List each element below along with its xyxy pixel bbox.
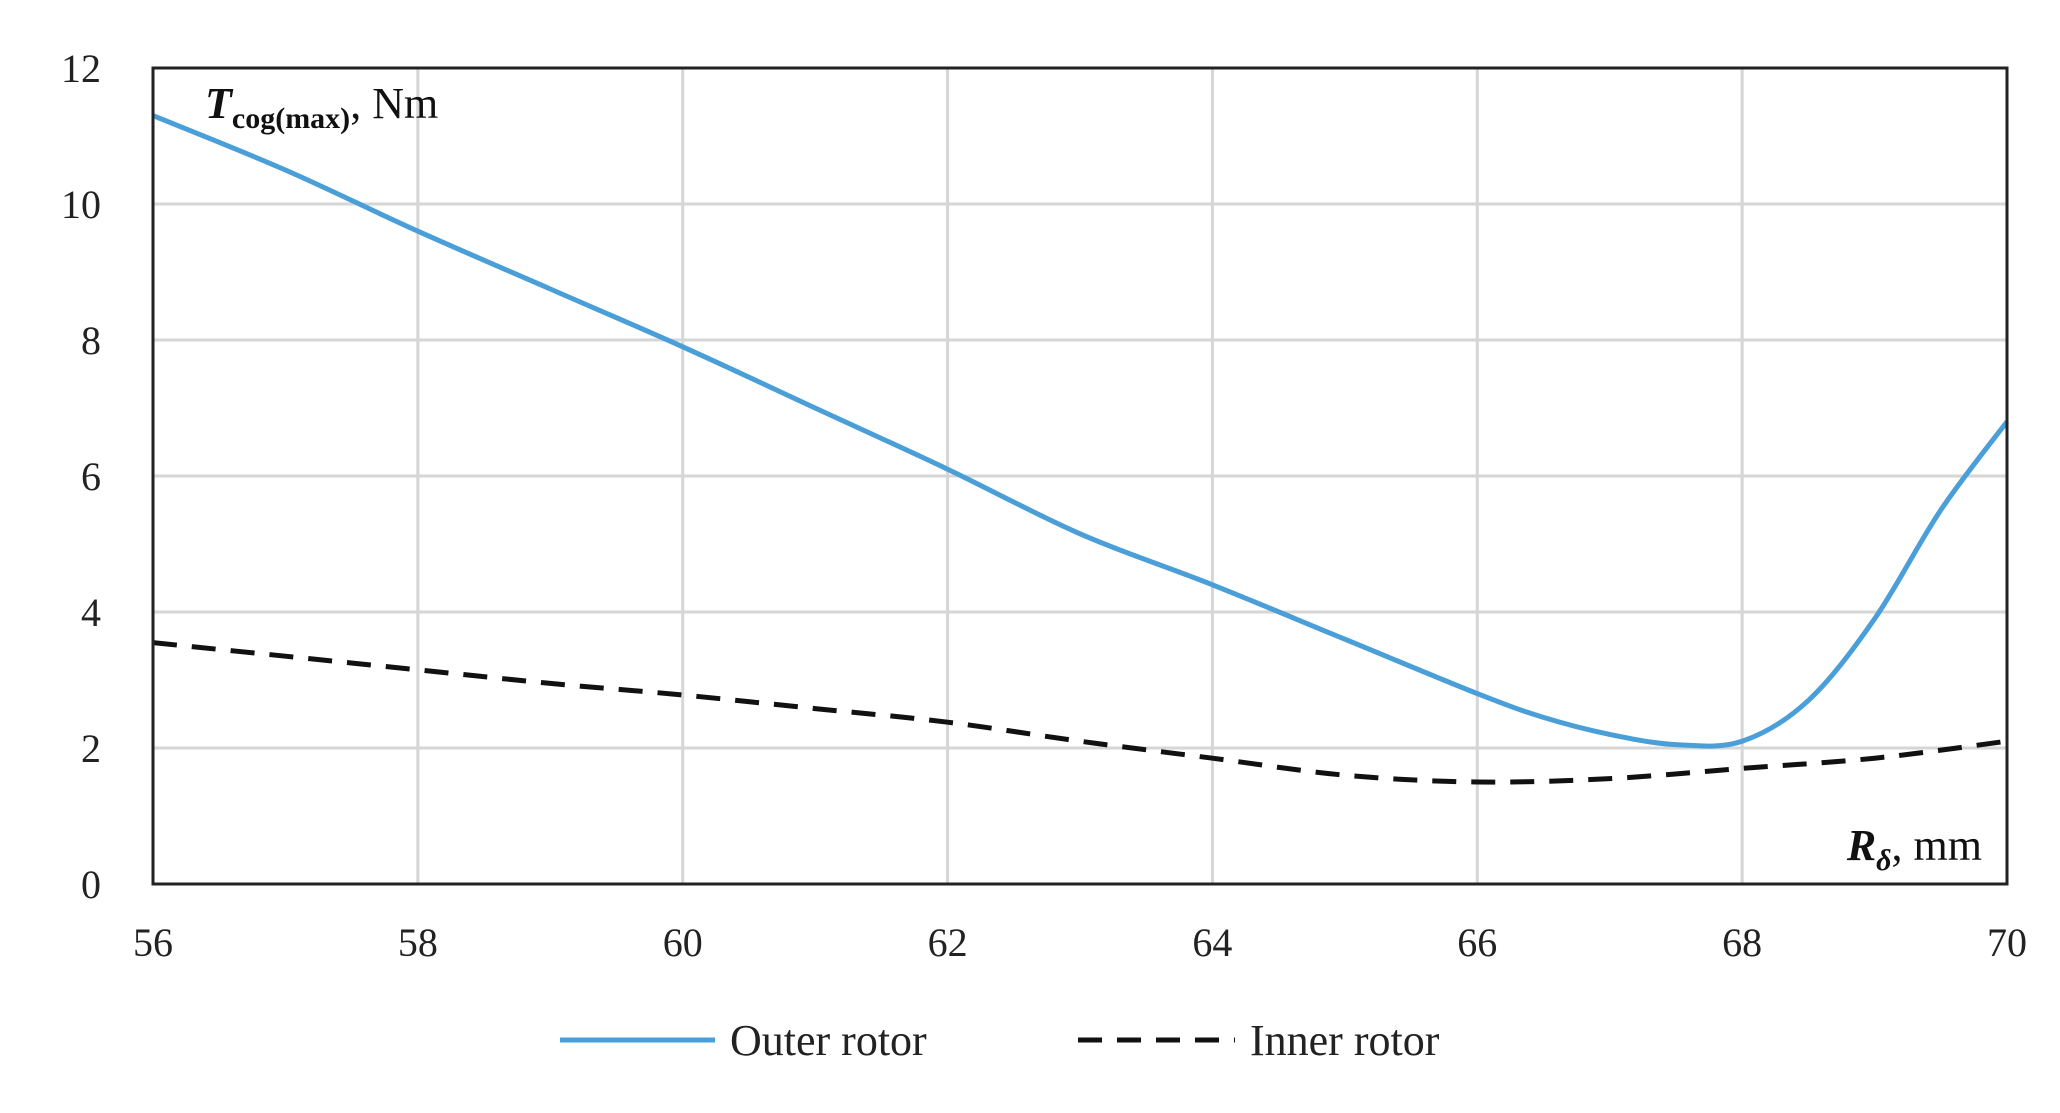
x-tick-label: 58 [398, 920, 438, 965]
x-tick-label: 70 [1987, 920, 2027, 965]
series-layer [152, 113, 2010, 785]
x-axis-unit: , mm [1892, 821, 1982, 870]
y-tick-label: 8 [81, 318, 101, 363]
x-tick-label: 68 [1722, 920, 1762, 965]
legend-label-outer-rotor: Outer rotor [730, 1016, 927, 1065]
y-tick-label: 6 [81, 454, 101, 499]
legend-item-inner-rotor: Inner rotor [1078, 1016, 1440, 1065]
y-tick-label: 12 [61, 46, 101, 91]
x-axis-subscript: δ [1876, 844, 1891, 877]
y-tick-label: 4 [81, 590, 101, 635]
legend-item-outer-rotor: Outer rotor [560, 1016, 927, 1065]
x-tick-label: 56 [133, 920, 173, 965]
x-tick-label: 66 [1457, 920, 1497, 965]
y-tick-label: 2 [81, 726, 101, 771]
series-line-outer-rotor [152, 113, 2010, 749]
series-line-inner-rotor [152, 640, 2008, 785]
grid [151, 66, 2009, 886]
y-axis-label: Tcog(max), Nm [205, 79, 438, 135]
y-axis-subscript: cog(max) [232, 102, 350, 135]
x-tick-label: 62 [928, 920, 968, 965]
y-tick-label: 10 [61, 182, 101, 227]
legend-label-inner-rotor: Inner rotor [1250, 1016, 1440, 1065]
x-axis-label: Rδ, mm [1846, 821, 1982, 877]
legend: Outer rotor Inner rotor [560, 1016, 1440, 1065]
plot-frame [151, 66, 2009, 886]
x-axis-symbol: R [1846, 821, 1876, 870]
y-axis-unit: , Nm [350, 79, 438, 128]
x-tick-label: 64 [1192, 920, 1232, 965]
y-tick-label: 0 [81, 862, 101, 907]
y-axis-symbol: T [205, 79, 234, 128]
x-tick-label: 60 [663, 920, 703, 965]
